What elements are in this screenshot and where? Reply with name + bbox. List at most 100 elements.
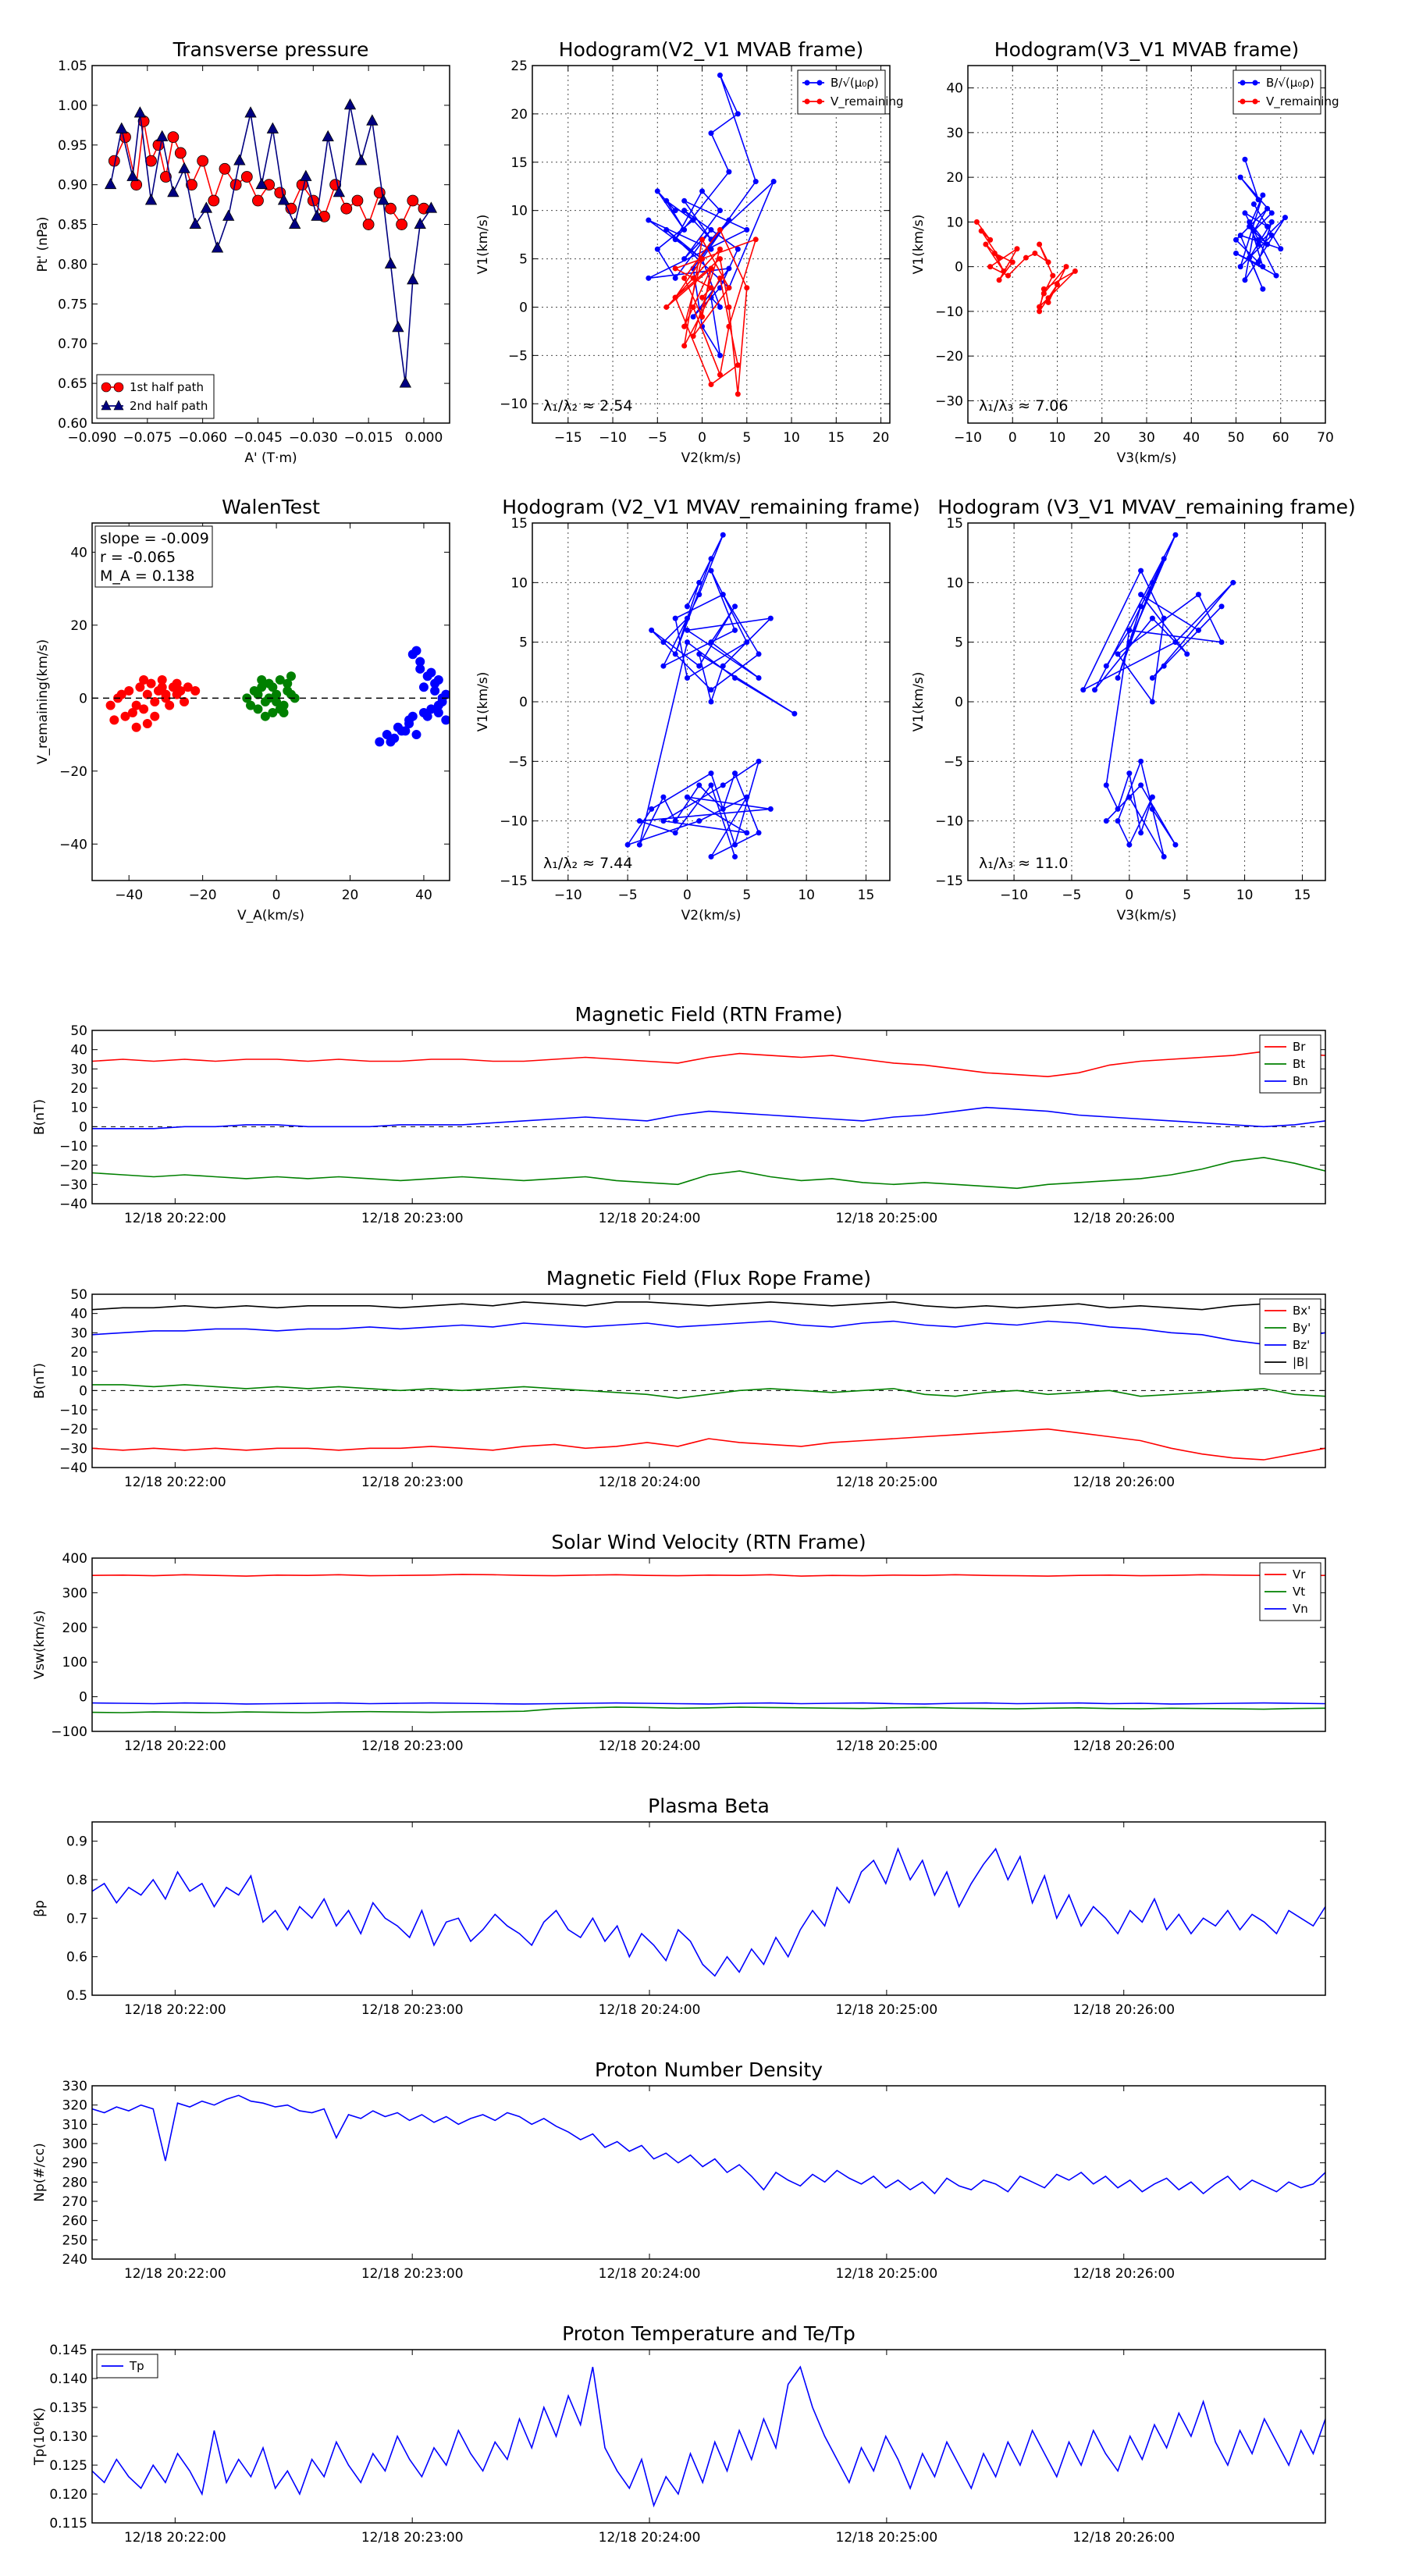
x-tick-label: 40 — [1183, 430, 1200, 446]
y-tick-label: 260 — [62, 2214, 87, 2229]
x-tick-label: 12/18 20:25:00 — [836, 1738, 938, 1754]
data-point — [1247, 223, 1253, 229]
y-axis-label: V1(km/s) — [911, 215, 927, 275]
y-axis-label: B(nT) — [32, 1363, 48, 1399]
data-point — [172, 678, 182, 688]
y-tick-label: 310 — [62, 2117, 87, 2133]
data-point — [681, 256, 688, 262]
data-point — [1126, 794, 1133, 800]
data-point — [1032, 250, 1038, 256]
x-tick-label: 20 — [1094, 430, 1111, 446]
data-point — [1115, 806, 1121, 812]
data-point — [791, 710, 798, 717]
x-tick-label: 12/18 20:22:00 — [124, 1211, 226, 1226]
data-point — [696, 592, 702, 598]
data-point — [1264, 205, 1271, 212]
y-tick-label: 10 — [946, 575, 963, 591]
axes-frame — [532, 65, 891, 424]
data-point — [767, 806, 774, 812]
data-point — [156, 130, 169, 142]
y-tick-label: −20 — [59, 764, 87, 780]
data-point — [681, 208, 688, 214]
eigen-ratio-annotation: λ₁/λ₃ ≈ 11.0 — [979, 855, 1068, 872]
data-point — [200, 201, 213, 213]
axes-frame — [91, 522, 450, 881]
data-point — [726, 285, 732, 291]
data-point — [663, 197, 670, 204]
data-point — [145, 155, 157, 167]
data-point — [257, 682, 267, 692]
data-point — [983, 241, 989, 247]
y-tick-label: 0.95 — [58, 138, 87, 154]
data-point — [726, 217, 732, 223]
x-tick-label: 12/18 20:24:00 — [599, 1475, 701, 1490]
data-point — [732, 674, 738, 681]
data-point — [142, 719, 152, 729]
data-point — [1184, 651, 1190, 657]
legend-label: Bz' — [1293, 1338, 1310, 1352]
y-tick-label: 280 — [62, 2175, 87, 2190]
data-point — [744, 794, 750, 800]
data-point — [672, 818, 678, 824]
data-point — [1126, 841, 1133, 848]
y-tick-label: 20 — [70, 1345, 87, 1361]
x-tick-label: 10 — [1049, 430, 1066, 446]
y-tick-label: 300 — [62, 2137, 87, 2152]
y-tick-label: 0 — [955, 260, 963, 276]
y-tick-label: −30 — [59, 1441, 87, 1457]
data-point — [752, 179, 759, 185]
series-line-b- — [1235, 158, 1286, 290]
data-point — [1233, 237, 1239, 243]
chart-title: Proton Number Density — [595, 2058, 823, 2081]
data-point — [433, 708, 443, 718]
data-point — [646, 217, 652, 223]
data-point — [1247, 254, 1253, 261]
data-point — [1138, 603, 1144, 610]
data-point — [708, 130, 714, 137]
axes-frame — [91, 2085, 1326, 2260]
data-point — [253, 704, 263, 714]
data-point — [252, 194, 264, 207]
data-point — [174, 147, 187, 159]
y-tick-label: 30 — [70, 1325, 87, 1341]
y-tick-label: 30 — [70, 1062, 87, 1077]
magnetic-field-flux-rope-data — [92, 1301, 1325, 1461]
x-axis-label: V_A(km/s) — [237, 908, 304, 923]
axes-frame — [91, 65, 450, 424]
hodogram-v2v1-mvav-chart: Hodogram (V2_V1 MVAV_remaining frame) −15… — [475, 496, 920, 923]
legend-box — [96, 374, 215, 419]
data-point — [300, 169, 312, 181]
y-tick-label: 0.85 — [58, 218, 87, 233]
legend-label: Vn — [1293, 1602, 1308, 1616]
y-tick-label: 0.130 — [49, 2429, 87, 2445]
y-tick-label: 270 — [62, 2194, 87, 2210]
y-tick-label: 0.65 — [58, 376, 87, 392]
data-point — [1260, 192, 1266, 198]
data-point — [144, 194, 158, 205]
stats-text: slope = -0.009 — [100, 530, 209, 547]
data-point — [1115, 674, 1121, 681]
data-point — [735, 111, 741, 117]
data-point — [1045, 259, 1051, 265]
x-axis-label: A' (T·m) — [244, 450, 297, 466]
legend: Vr Vt Vn — [1259, 1562, 1321, 1621]
y-tick-label: 0 — [519, 300, 528, 315]
data-point — [684, 794, 690, 800]
legend-label: Br — [1293, 1040, 1306, 1054]
data-point — [272, 697, 282, 706]
data-point — [660, 818, 667, 824]
data-point — [268, 682, 278, 692]
data-point — [660, 663, 667, 669]
data-point — [397, 726, 407, 736]
x-tick-label: 12/18 20:22:00 — [124, 2002, 226, 2018]
data-point — [1161, 853, 1167, 859]
data-point — [672, 265, 678, 272]
y-tick-label: 0.135 — [49, 2400, 87, 2416]
x-tick-label: 20 — [873, 430, 890, 446]
data-point — [139, 674, 149, 685]
data-point — [1037, 241, 1043, 247]
chart-title: Solar Wind Velocity (RTN Frame) — [551, 1531, 866, 1553]
data-point — [415, 656, 425, 667]
y-tick-label: 30 — [946, 126, 963, 141]
data-point — [690, 217, 696, 223]
